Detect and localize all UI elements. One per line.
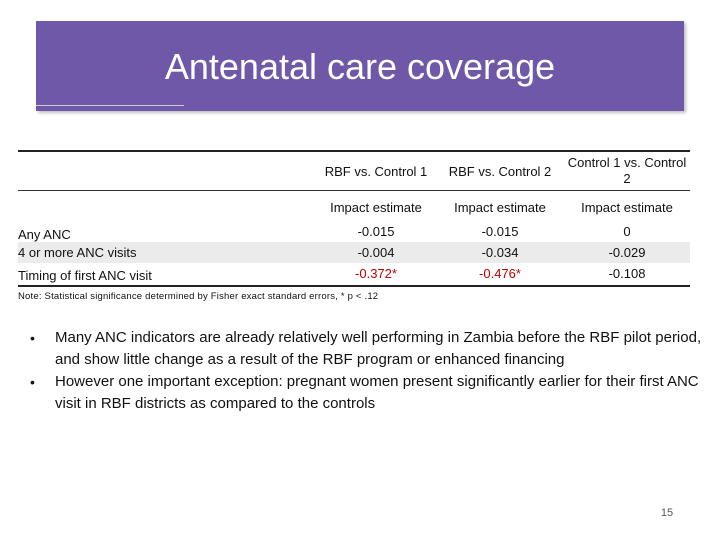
bullet-icon: • bbox=[30, 374, 35, 390]
slide-title: Antenatal care coverage bbox=[164, 46, 556, 87]
bullet-item: • However one important exception: pregn… bbox=[30, 371, 710, 415]
column-header-rbf-vs-control-2: RBF vs. Control 2 bbox=[448, 164, 552, 179]
bullet-list: • Many ANC indicators are already relati… bbox=[30, 327, 710, 415]
table-cell-significant: -0.476* bbox=[479, 266, 521, 281]
bullet-text: However one important exception: pregnan… bbox=[55, 373, 699, 412]
table-cell: -0.015 bbox=[481, 224, 519, 239]
table-cell: -0.108 bbox=[608, 266, 646, 281]
row-label-any-anc: Any ANC bbox=[18, 227, 71, 242]
table-cell-significant: -0.372* bbox=[355, 266, 397, 281]
table-cell: -0.004 bbox=[357, 245, 395, 260]
bullet-item: • Many ANC indicators are already relati… bbox=[30, 327, 710, 371]
bullet-icon: • bbox=[30, 330, 35, 346]
row-label-4-or-more-anc-visits: 4 or more ANC visits bbox=[18, 245, 137, 260]
column-header-control-1-vs-control-2: Control 1 vs. Control 2 bbox=[567, 155, 687, 186]
row-stripe bbox=[18, 242, 690, 263]
title-underline bbox=[36, 105, 184, 106]
title-banner bbox=[36, 21, 684, 111]
table-header-rule bbox=[18, 190, 690, 191]
table-cell: 0 bbox=[623, 224, 631, 239]
bullet-text: Many ANC indicators are already relative… bbox=[55, 329, 702, 368]
row-label-timing-of-first-anc-visit: Timing of first ANC visit bbox=[18, 268, 152, 283]
table-note: Note: Statistical significance determine… bbox=[18, 291, 379, 302]
table-top-rule bbox=[18, 150, 690, 152]
table-bottom-rule bbox=[18, 285, 690, 287]
subheader-impact-estimate-2: Impact estimate bbox=[454, 200, 546, 215]
table-cell: -0.015 bbox=[357, 224, 395, 239]
slide-number: 15 bbox=[660, 507, 674, 519]
subheader-impact-estimate-1: Impact estimate bbox=[330, 200, 422, 215]
table-cell: -0.034 bbox=[481, 245, 519, 260]
subheader-impact-estimate-3: Impact estimate bbox=[581, 200, 673, 215]
column-header-rbf-vs-control-1: RBF vs. Control 1 bbox=[324, 164, 428, 179]
table-cell: -0.029 bbox=[608, 245, 646, 260]
